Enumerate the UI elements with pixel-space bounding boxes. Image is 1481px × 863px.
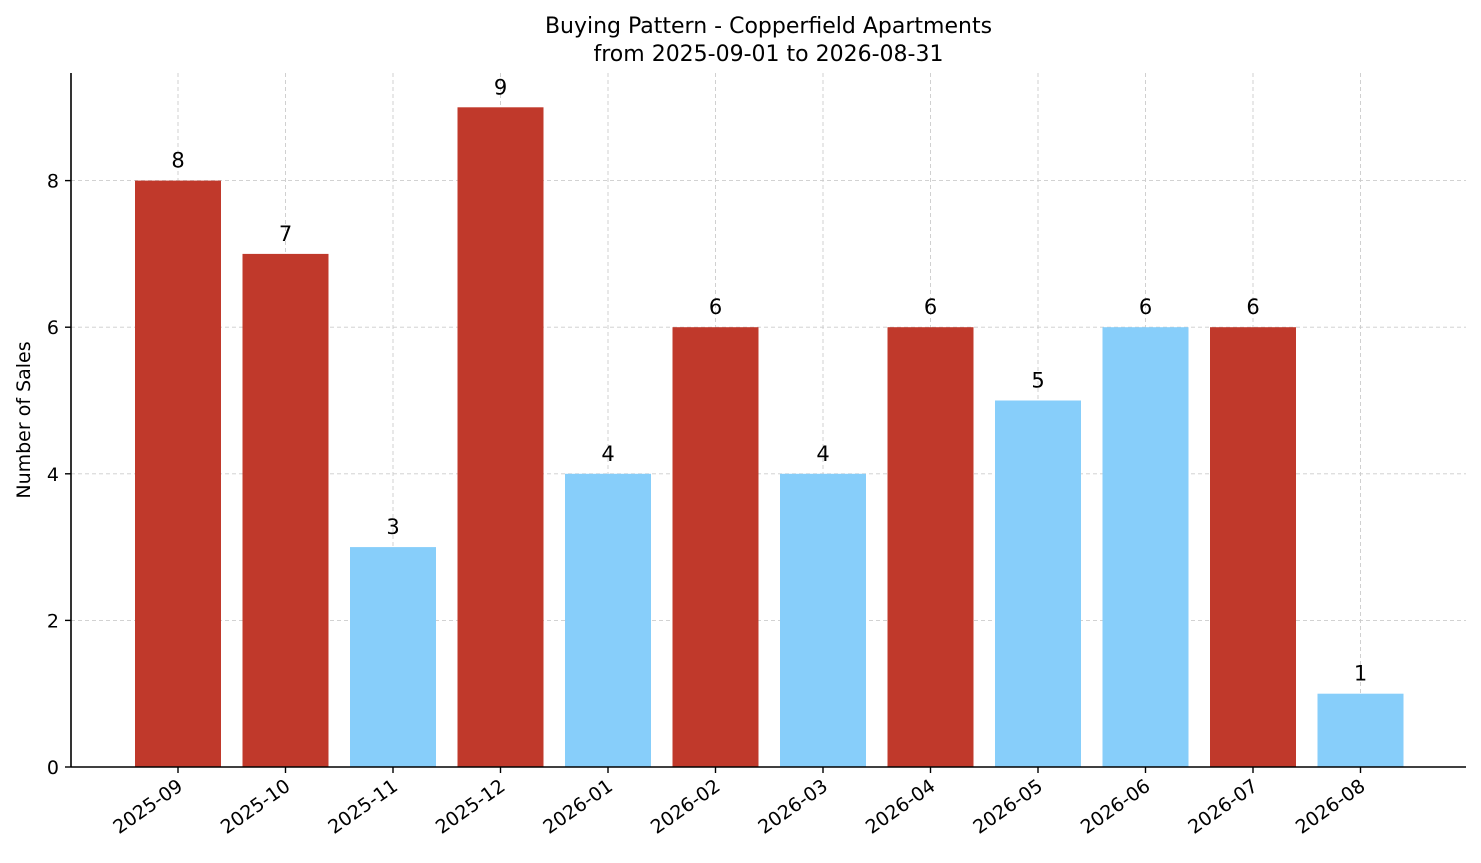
axes-layer	[70, 73, 1466, 768]
x-tick-label: 2026-03	[754, 775, 832, 839]
chart-title: Buying Pattern - Copperfield Apartments	[545, 14, 992, 39]
y-axis-label: Number of Sales	[13, 341, 35, 498]
x-tick-label: 2025-11	[324, 775, 402, 839]
y-tick-label: 4	[47, 464, 59, 486]
bar-value-label: 4	[601, 442, 614, 466]
bar	[1210, 327, 1296, 767]
bar-value-label: 4	[816, 442, 829, 466]
bar	[242, 253, 329, 767]
x-tick-label: 2025-09	[109, 775, 187, 839]
bar	[780, 473, 866, 767]
bar-value-label: 6	[1139, 295, 1152, 319]
bar	[565, 473, 651, 767]
y-tick-label: 0	[47, 757, 59, 779]
value-labels-layer: 8 7 3 9 4 6 4 6 5 6 6 1	[171, 75, 1367, 685]
bar	[135, 180, 221, 768]
chart-subtitle: from 2025-09-01 to 2026-08-31	[594, 42, 944, 67]
x-tick-label: 2025-12	[432, 775, 510, 839]
bar-value-label: 8	[171, 149, 184, 173]
x-tick-label: 2025-10	[217, 775, 295, 839]
bar-value-label: 6	[924, 295, 937, 319]
x-tick-label: 2026-02	[647, 775, 725, 839]
y-tick-label: 6	[47, 317, 59, 339]
bar	[1317, 693, 1404, 767]
bars-layer	[135, 107, 1404, 768]
bar-value-label: 6	[1246, 295, 1259, 319]
bar	[350, 547, 436, 767]
bar	[887, 327, 974, 767]
x-tick-label: 2026-01	[539, 775, 617, 839]
x-tick-label: 2026-07	[1184, 775, 1262, 839]
y-tick-label: 8	[47, 171, 59, 193]
bar-value-label: 7	[279, 222, 292, 246]
bar-value-label: 6	[709, 295, 722, 319]
x-tick-label: 2026-05	[969, 775, 1047, 839]
bar-value-label: 3	[386, 515, 399, 539]
bar	[995, 400, 1081, 767]
bar	[1102, 327, 1189, 767]
x-tick-label: 2026-04	[862, 775, 940, 839]
x-tick-label: 2026-08	[1292, 775, 1370, 839]
y-tick-label: 2	[47, 610, 59, 632]
bar-value-label: 1	[1354, 662, 1367, 686]
bar	[672, 327, 759, 767]
bar-value-label: 5	[1031, 369, 1044, 393]
x-tick-label: 2026-06	[1077, 775, 1155, 839]
bar	[457, 107, 544, 768]
bar-value-label: 9	[494, 75, 507, 99]
